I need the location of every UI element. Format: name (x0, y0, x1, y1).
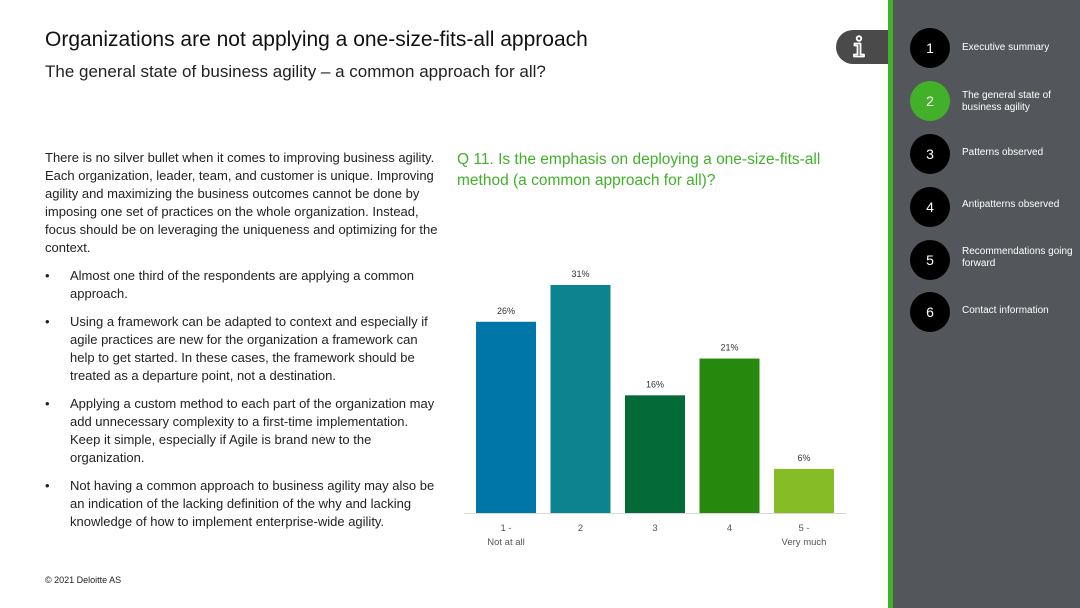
data-label-5: 6% (797, 453, 810, 463)
bar-chart: 26% 1 - Not at all 31% 2 16% 3 21% 4 6% 5 - Very mu… (464, 269, 846, 548)
tick-label-4: 4 (727, 523, 732, 534)
page-subtitle: The general state of business agility – … (45, 62, 546, 81)
data-label-1: 26% (497, 306, 515, 316)
nav-label: Patterns observed (962, 147, 1044, 158)
nav-label: The general state of business agility (962, 90, 1051, 113)
bullet-item: Using a framework can be adapted to cont… (45, 313, 440, 385)
page-title: Organizations are not applying a one-siz… (45, 28, 588, 51)
body-text: There is no silver bullet when it comes … (45, 149, 440, 541)
bullet-item: Not having a common approach to business… (45, 477, 440, 531)
nav-number: 2 (910, 81, 950, 121)
bar-4 (699, 358, 760, 513)
nav-item-general-state[interactable]: 2 The general state of business agility (910, 81, 1075, 123)
footer-copyright: © 2021 Deloitte AS (45, 575, 122, 585)
nav-number: 4 (910, 187, 950, 227)
bullet-item: Almost one third of the respondents are … (45, 267, 440, 303)
data-label-2: 31% (571, 269, 589, 279)
tick-label-2: 2 (578, 523, 583, 534)
tick-label-3: 3 (652, 523, 657, 534)
chart-title: Q 11. Is the emphasis on deploying a one… (457, 151, 821, 189)
nav-label: Recommendations going forward (962, 246, 1073, 269)
nav-label: Contact information (962, 305, 1049, 316)
tick-label-1: 1 - (500, 523, 511, 534)
info-button[interactable] (836, 30, 892, 64)
nav-item-contact[interactable]: 6 Contact information (910, 292, 1075, 334)
bar-1 (476, 321, 536, 513)
data-label-4: 21% (720, 343, 738, 353)
nav-item-antipatterns[interactable]: 4 Antipatterns observed (910, 187, 1075, 229)
nav-label: Antipatterns observed (962, 199, 1060, 210)
intro-paragraph: There is no silver bullet when it comes … (45, 150, 438, 255)
nav-label: Executive summary (962, 42, 1050, 53)
bar-3 (625, 395, 685, 513)
nav-item-patterns[interactable]: 3 Patterns observed (910, 134, 1075, 176)
info-icon (853, 35, 865, 58)
bar-5 (774, 468, 834, 513)
bullet-list: Almost one third of the respondents are … (45, 267, 440, 531)
nav-number: 3 (910, 134, 950, 174)
nav-number: 5 (910, 240, 950, 280)
bullet-item: Applying a custom method to each part of… (45, 395, 440, 467)
tick-label-5: 5 - (798, 523, 809, 534)
bar-2 (550, 285, 611, 513)
tick-label-1: Not at all (487, 537, 525, 548)
data-label-3: 16% (646, 379, 664, 389)
nav-item-recommendations[interactable]: 5 Recommendations going forward (910, 240, 1075, 282)
sidebar-accent-bar (888, 0, 893, 608)
nav-item-executive-summary[interactable]: 1 Executive summary (910, 28, 1075, 70)
nav-number: 1 (910, 28, 950, 68)
nav-number: 6 (910, 292, 950, 332)
tick-label-5: Very much (782, 537, 827, 548)
